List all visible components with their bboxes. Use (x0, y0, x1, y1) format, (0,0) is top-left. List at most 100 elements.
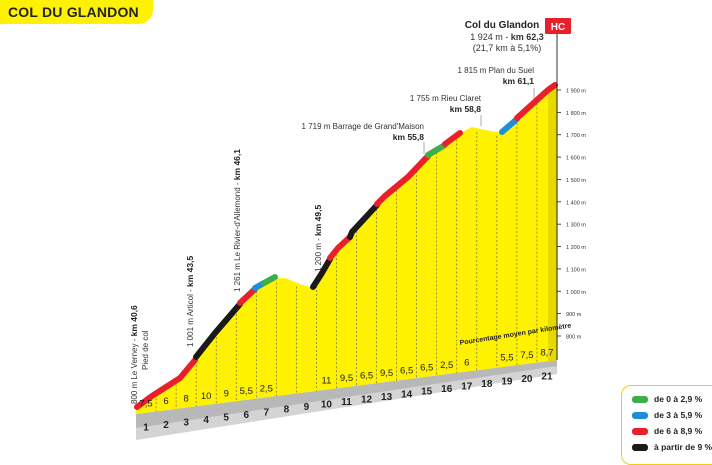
km-marker: 13 (381, 392, 393, 403)
barrage-label: 1 719 m Barrage de Grand'Maison (302, 122, 424, 131)
start-sublabel: Pied de col (141, 330, 150, 370)
legend-item-3-59: de 3 à 5,9 % (632, 410, 702, 420)
articol-altitude: 1 001 m Articol - (186, 287, 195, 347)
km-marker: 15 (421, 387, 433, 398)
summit-altitude: 1 924 m - (470, 32, 511, 42)
legend-label: de 3 à 5,9 % (654, 410, 703, 420)
rieu-claret-km: km 58,8 (450, 104, 481, 114)
km-marker: 10 (321, 400, 333, 411)
altitude-tick-label: 1 300 m (566, 223, 586, 229)
gradient-legend: de 0 à 2,9 % de 3 à 5,9 % de 6 à 8,9 % à… (621, 385, 712, 465)
plan-du-suel-label: 1 815 m Plan du Suel (458, 66, 535, 75)
gradient-value: 8 (183, 394, 188, 405)
stripe-red-2 (237, 286, 258, 306)
gradient-value: 2,5 (260, 383, 273, 394)
gradient-value: 2,5 (440, 360, 453, 371)
km-marker: 5 (223, 412, 229, 423)
altitude-tick-label: 1 700 m (566, 133, 586, 139)
gradient-value: 6,5 (420, 363, 433, 374)
rieu-claret-label: 1 755 m Rieu Claret (410, 94, 482, 103)
summit-name: Col du Glandon (465, 20, 539, 31)
stripe-black-2 (310, 256, 333, 290)
stripe-black-3 (347, 202, 380, 240)
legend-label: à partir de 9 % (654, 442, 712, 452)
gradient-value: 6 (464, 358, 469, 369)
altitude-tick-label: 800 m (566, 335, 582, 341)
stripe-red-1 (134, 357, 198, 410)
gradient-value: 7,5 (520, 350, 533, 361)
km-marker: 21 (541, 371, 553, 382)
plan-du-suel-km: km 61,1 (503, 76, 534, 86)
stripe-red-4 (374, 153, 431, 207)
stripe-red-5 (442, 130, 463, 147)
altitude-tick-label: 1 500 m (566, 178, 586, 184)
rivier-altitude: 1 261 m Le Rivier-d'Allemond - (233, 180, 242, 292)
altitude-tick-label: 1 600 m (566, 156, 586, 162)
gradient-value: 5,5 (240, 386, 253, 397)
km-marker: 8 (284, 405, 290, 416)
km-marker: 19 (501, 376, 513, 387)
km-marker: 6 (243, 410, 249, 421)
profile-right-face (548, 84, 557, 362)
rivier-waypoint-label: 1 261 m Le Rivier-d'Allemond - km 46,1 (232, 149, 242, 292)
summit-flag (545, 18, 571, 34)
km-marker: 17 (461, 382, 473, 393)
profile-title-tab: COL DU GLANDON (0, 0, 153, 24)
start-km: km 40,6 (129, 305, 139, 336)
profile-title: COL DU GLANDON (8, 4, 139, 20)
stripe-red-6 (514, 82, 558, 121)
gradient-value: 6,5 (360, 370, 373, 381)
km495-waypoint-label: 1 200 m - km 49,5 (313, 205, 323, 272)
gradient-value: 10 (201, 391, 212, 402)
gradient-value: 7,5 (139, 399, 152, 410)
altitude-tick-label: 900 m (566, 312, 582, 318)
km-marker: 16 (441, 384, 453, 395)
profile-base-band (136, 366, 557, 440)
altitude-axis-ticks: 1 900 m 1 800 m 1 700 m 1 600 m 1 500 m 1 400… (557, 89, 586, 341)
articol-waypoint-label: 1 001 m Articol - km 43,5 (185, 256, 195, 347)
altitude-tick-label: 1 800 m (566, 111, 586, 117)
legend-label: de 6 à 8,9 % (654, 426, 703, 436)
legend-swatch-green (632, 395, 648, 403)
profile-body (136, 84, 557, 414)
legend-swatch-blue (632, 411, 648, 419)
km495-km: km 49,5 (313, 205, 323, 236)
gradient-value: 6,5 (400, 365, 413, 376)
altitude-tick-label: 1 000 m (566, 290, 586, 296)
km-grid-lines (155, 103, 538, 412)
stripe-green-2 (425, 142, 448, 158)
barrage-km: km 55,8 (393, 132, 424, 142)
summit-detail-line: 1 924 m - km 62,3 (470, 32, 544, 42)
gradient-values: 7,5 6 8 10 9 5,5 2,5 11 9,5 6,5 9,5 6,5 6,5 2,5 6 5,5 7,… (139, 347, 553, 409)
km-marker: 12 (361, 394, 373, 405)
summit-stats: (21,7 km à 5,1%) (473, 43, 542, 53)
km-marker: 7 (264, 407, 270, 418)
articol-km: km 43,5 (185, 256, 195, 287)
km-marker: 9 (304, 402, 310, 413)
legend-item-0-29: de 0 à 2,9 % (632, 394, 702, 404)
km-marker: 1 (143, 423, 149, 434)
gradient-value: 5,5 (500, 352, 513, 363)
km-marker: 18 (481, 379, 493, 390)
km-marker: 20 (521, 374, 533, 385)
stripe-green-1 (261, 274, 278, 286)
km-marker: 3 (183, 418, 189, 429)
gradient-value: 6 (163, 396, 168, 407)
altitude-tick-label: 1 100 m (566, 267, 586, 273)
legend-swatch-red (632, 427, 648, 435)
km-marker: 11 (341, 397, 352, 408)
km-marker: 2 (163, 420, 169, 431)
legend-item-6-89: de 6 à 8,9 % (632, 426, 702, 436)
km-marker: 14 (401, 389, 413, 400)
altitude-tick-label: 1 900 m (566, 89, 586, 95)
stripe-black-1 (193, 301, 243, 360)
gradient-value: 11 (322, 376, 332, 387)
altitude-tick-label: 1 200 m (566, 245, 586, 251)
gradient-value: 9,5 (340, 373, 353, 384)
legend-item-9plus: à partir de 9 % (632, 442, 712, 452)
start-waypoint-label: 800 m Le Verney - km 40,6 (129, 305, 139, 404)
gradient-stripes (134, 82, 558, 410)
gradient-value: 9 (224, 388, 229, 399)
gradient-value: 8,7 (540, 347, 553, 358)
